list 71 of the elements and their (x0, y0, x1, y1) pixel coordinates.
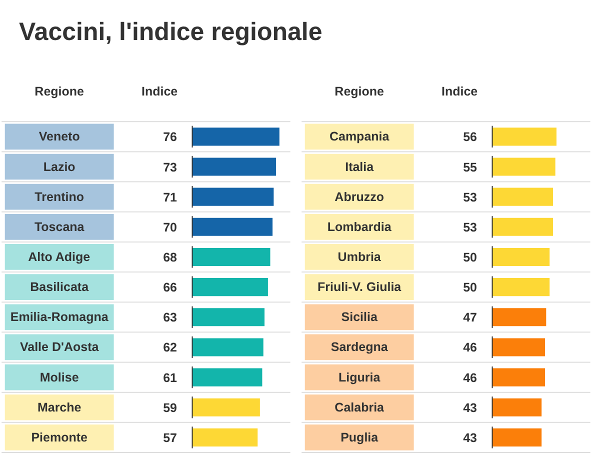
y-tick-label: Lombardia (327, 220, 392, 234)
y-tick-label: Friuli-V. Giulia (318, 280, 402, 294)
bar (192, 248, 270, 266)
data-label: 53 (463, 220, 478, 234)
data-label: 46 (463, 340, 478, 355)
data-label: 57 (163, 430, 178, 445)
y-tick-label: Basilicata (30, 280, 90, 294)
y-tick-label: Valle D'Aosta (20, 340, 100, 354)
y-tick-label: Toscana (34, 220, 86, 234)
data-label: 46 (463, 370, 478, 385)
y-tick-label: Sicilia (341, 310, 378, 324)
y-tick-label: Umbria (338, 250, 382, 264)
bar (492, 308, 546, 326)
y-tick-label: Marche (37, 400, 82, 414)
data-label: 53 (463, 190, 478, 204)
y-tick-label: Alto Adige (28, 250, 90, 264)
y-tick-label: Lazio (43, 160, 76, 174)
data-label: 66 (163, 280, 178, 295)
text: Indice (142, 84, 178, 99)
bar (492, 128, 556, 146)
data-label: 59 (163, 400, 178, 415)
data-label: 43 (463, 400, 478, 415)
bar (192, 428, 258, 446)
data-label: 50 (463, 280, 478, 295)
bar (192, 368, 262, 386)
bar (192, 338, 264, 356)
data-label: 56 (463, 130, 478, 144)
bar (192, 128, 280, 146)
data-label: 63 (163, 310, 178, 325)
bar (492, 158, 556, 176)
data-label: 70 (163, 220, 178, 234)
bar (492, 368, 546, 386)
bar (192, 158, 276, 176)
bar (192, 308, 265, 326)
data-label: 43 (463, 430, 478, 445)
bar (492, 278, 550, 296)
bar (492, 248, 550, 266)
data-label: 76 (163, 130, 178, 144)
data-label: 61 (163, 370, 178, 385)
data-label: 71 (163, 190, 178, 204)
bar (192, 218, 273, 236)
text: Regione (334, 84, 384, 99)
y-tick-label: Liguria (338, 370, 382, 384)
y-tick-label: Campania (329, 130, 390, 144)
bar (492, 338, 546, 356)
chart-title: Vaccini, l'indice regionale (19, 17, 322, 48)
data-label: 73 (163, 160, 178, 174)
y-tick-label: Sardegna (330, 340, 389, 354)
data-label: 50 (463, 250, 478, 264)
bar (492, 218, 554, 236)
bar (192, 188, 274, 206)
bar (192, 398, 260, 416)
y-tick-label: Abruzzo (334, 190, 384, 204)
bar (492, 188, 554, 206)
y-tick-label: Italia (345, 160, 375, 174)
y-tick-label: Veneto (38, 130, 80, 144)
data-label: 47 (463, 310, 478, 325)
text: Regione (34, 84, 84, 99)
data-label: 55 (463, 160, 478, 174)
data-label: 62 (163, 340, 178, 355)
y-tick-label: Piemonte (31, 430, 88, 444)
y-tick-label: Puglia (340, 430, 380, 444)
y-tick-label: Emilia-Romagna (10, 310, 110, 324)
data-label: 68 (163, 250, 178, 264)
y-tick-label: Molise (40, 370, 79, 384)
bar (492, 428, 542, 446)
y-tick-label: Calabria (334, 400, 386, 414)
y-tick-label: Trentino (34, 190, 84, 204)
bar (192, 278, 268, 296)
bar (492, 398, 542, 416)
text: Indice (442, 84, 478, 99)
